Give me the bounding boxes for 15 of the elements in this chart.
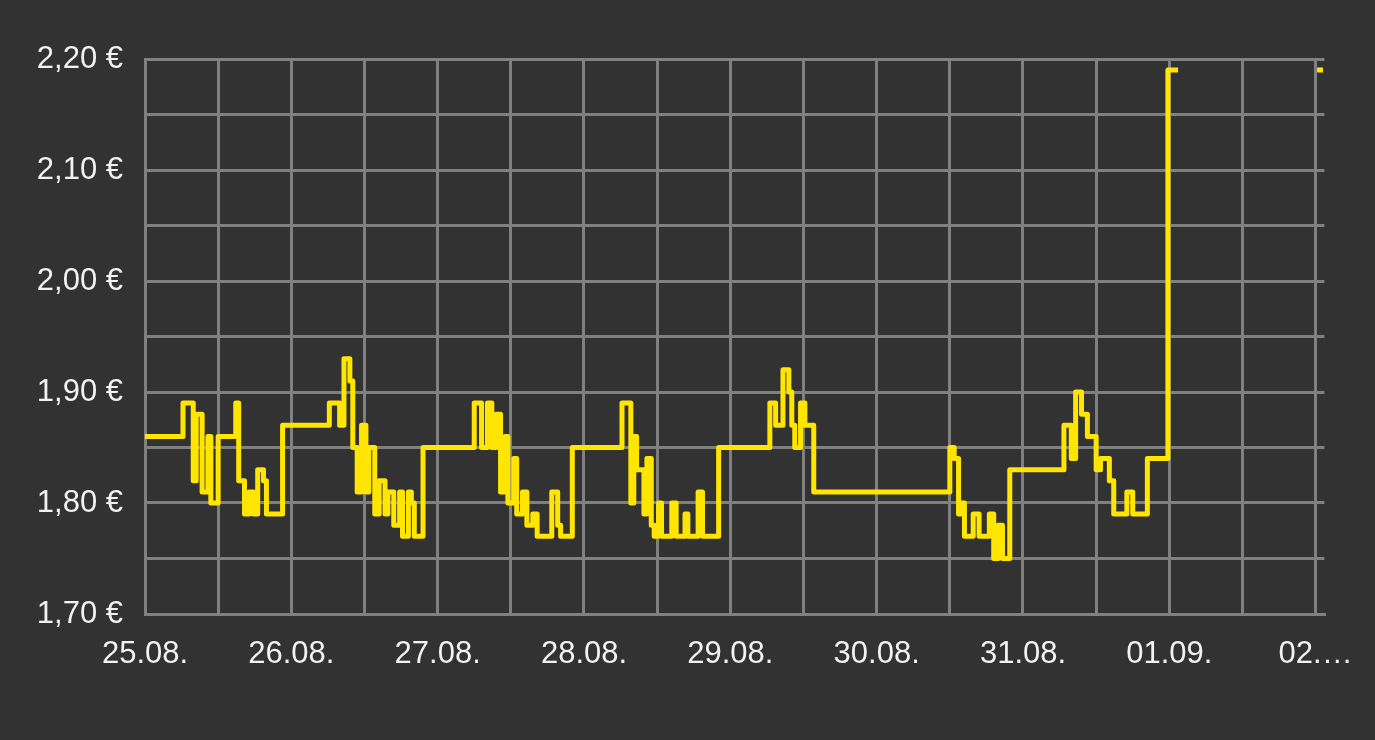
x-tick-label: 31.08. (979, 635, 1067, 671)
x-tick-label: 26.08. (248, 635, 335, 671)
y-tick-label: 2,10 € (36, 150, 123, 186)
x-tick-label: 01.09. (1126, 635, 1213, 671)
x-tick-label: 02.… (1278, 635, 1353, 671)
x-tick-label: 30.08. (833, 635, 920, 671)
y-tick-label: 1,80 € (36, 483, 123, 519)
x-tick-label: 25.08. (101, 635, 189, 671)
y-tick-label: 2,20 € (36, 39, 123, 75)
x-tick-label: 27.08. (394, 635, 481, 671)
x-tick-label: 28.08. (540, 635, 628, 671)
y-tick-label: 1,90 € (36, 372, 123, 408)
y-tick-label: 1,70 € (36, 594, 123, 630)
x-tick-label: 29.08. (687, 635, 774, 671)
y-tick-label: 2,00 € (36, 261, 123, 297)
